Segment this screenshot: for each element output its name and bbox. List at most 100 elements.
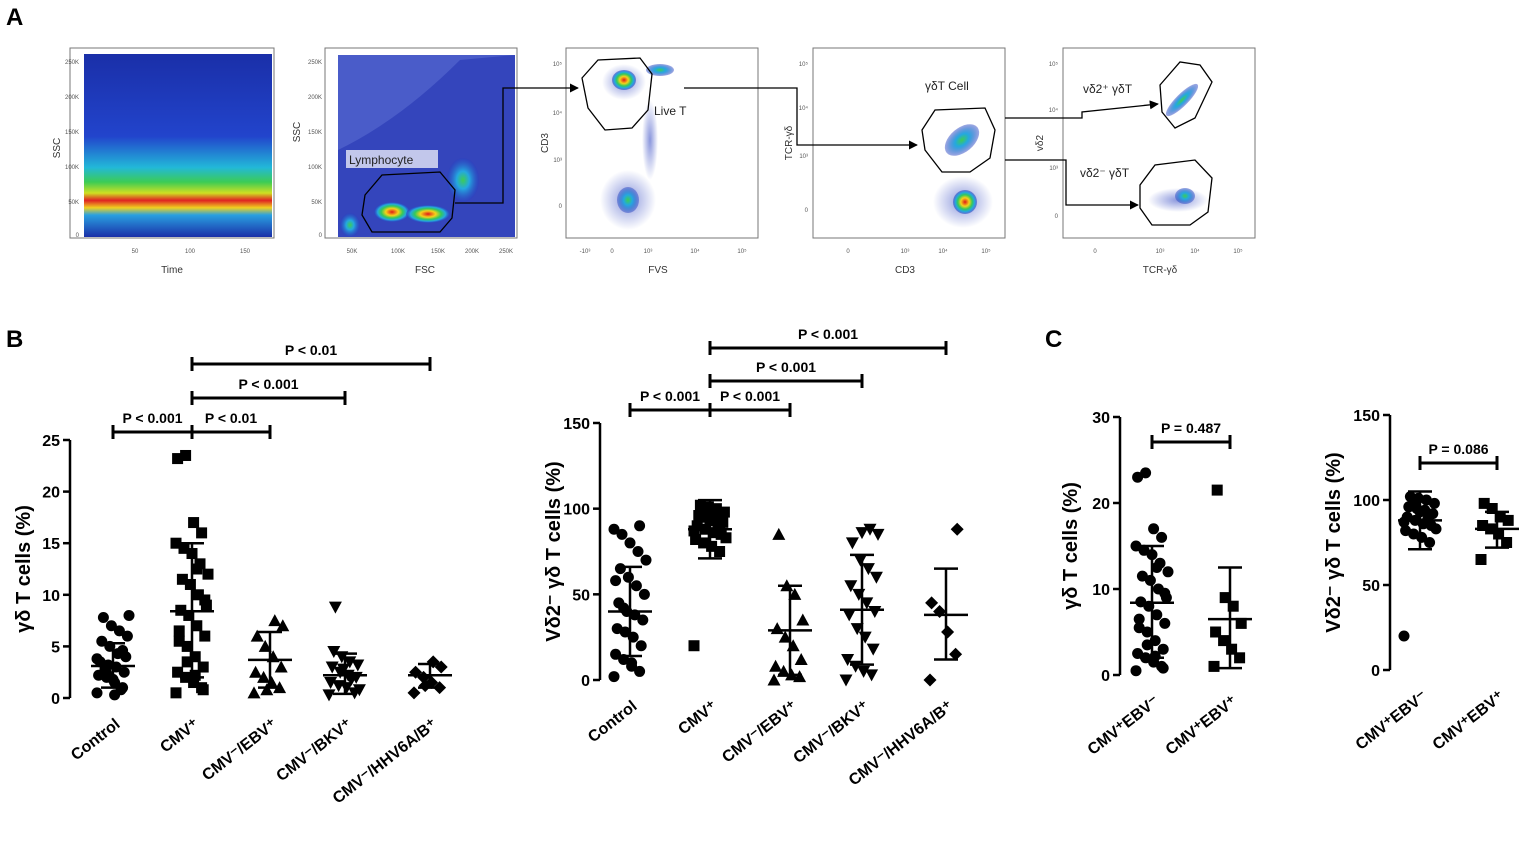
flow-5-xlabel: TCR-γδ xyxy=(1143,265,1178,276)
data-point xyxy=(178,542,190,554)
data-point xyxy=(1159,617,1171,629)
data-point xyxy=(1493,528,1505,540)
y-axis-label: Vδ2⁻ γδ T cells (%) xyxy=(1323,452,1345,632)
flow-4-xtick: 10⁴ xyxy=(938,248,948,255)
gate-label-lymphocyte: Lymphocyte xyxy=(349,153,414,167)
data-point xyxy=(841,653,855,666)
data-point xyxy=(1494,511,1506,523)
y-tick-label: 0 xyxy=(1101,668,1110,685)
data-point xyxy=(118,666,130,678)
data-point xyxy=(1404,491,1416,503)
data-point xyxy=(1226,643,1238,655)
data-point xyxy=(181,640,193,652)
data-point xyxy=(1475,554,1487,565)
data-point xyxy=(857,665,871,678)
data-point xyxy=(1501,537,1513,548)
flow-4-xlabel: CD3 xyxy=(895,265,915,276)
data-point xyxy=(268,614,282,627)
data-point xyxy=(344,673,358,686)
flow-4-xtick: 10³ xyxy=(901,249,910,255)
data-point xyxy=(632,546,644,557)
data-point xyxy=(714,546,726,557)
x-category-label: CMV⁺EBV⁻ xyxy=(1085,693,1163,759)
flow-5-xtick: 10⁴ xyxy=(1190,248,1200,255)
data-point xyxy=(622,571,634,583)
data-point xyxy=(690,534,702,546)
flow-2-xtick: 150K xyxy=(431,249,445,255)
y-tick-label: 5 xyxy=(51,639,60,656)
flow-2-xtick: 250K xyxy=(499,249,513,255)
p-value-label: P < 0.01 xyxy=(205,410,258,426)
data-point xyxy=(340,682,354,695)
flow-plot-2: Lymphocyte SSC FSC 50K 100K 150K 200K 25… xyxy=(292,47,518,276)
data-point xyxy=(184,578,196,590)
flow-3-ytick: 10³ xyxy=(553,158,562,164)
flow-3-xtick: 10³ xyxy=(644,249,653,255)
p-value-label: P < 0.001 xyxy=(122,410,182,426)
x-category-label: CMV⁻/EBV⁺ xyxy=(199,716,280,785)
data-point xyxy=(796,613,810,626)
flow-5-ylabel: vδ2 xyxy=(1035,135,1046,152)
data-point xyxy=(624,537,636,549)
flow-1-ylabel: SSC xyxy=(52,138,63,159)
y-axis-label: γδ T cells (%) xyxy=(1060,482,1082,610)
flow-1-xtick: 50 xyxy=(132,249,139,255)
data-point xyxy=(91,653,103,665)
data-point xyxy=(949,647,963,661)
data-point xyxy=(1430,523,1442,535)
data-point xyxy=(183,609,195,621)
data-point xyxy=(772,527,786,540)
gate-label-live-t: Live T xyxy=(654,104,687,118)
flow-5-xtick: 0 xyxy=(1093,249,1097,255)
data-point xyxy=(1132,648,1144,659)
flow-plot-1: SSC Time 50 100 150 250K 200K 150K 100K … xyxy=(52,47,275,276)
data-point xyxy=(610,648,622,660)
data-point xyxy=(1151,609,1163,621)
y-tick-label: 30 xyxy=(1092,410,1110,427)
p-value-label: P = 0.086 xyxy=(1428,441,1488,457)
flow-2-xtick: 200K xyxy=(465,249,479,255)
flow-4-ytick: 0 xyxy=(805,208,809,214)
flow-5-xtick: 10⁵ xyxy=(1233,248,1243,255)
data-point xyxy=(706,540,718,552)
data-point xyxy=(1151,562,1163,573)
p-value-label: P = 0.487 xyxy=(1161,420,1221,436)
flow-5-ytick: 0 xyxy=(1055,214,1059,220)
data-point xyxy=(850,623,864,636)
data-point xyxy=(274,660,288,673)
flow-3-ylabel: CD3 xyxy=(540,133,551,153)
data-point xyxy=(1157,643,1169,655)
flow-2-ytick: 200K xyxy=(308,95,322,101)
data-point xyxy=(845,537,859,550)
data-point xyxy=(196,527,208,539)
x-category-label: CMV⁻/EBV⁺ xyxy=(719,698,800,767)
data-point xyxy=(638,588,650,600)
data-point xyxy=(276,619,290,632)
data-point xyxy=(863,523,877,536)
data-point xyxy=(101,667,113,679)
data-point xyxy=(97,612,109,624)
flow-2-ytick: 50K xyxy=(311,200,322,206)
y-tick-label: 0 xyxy=(51,691,60,708)
flow-5-ytick: 10⁴ xyxy=(1049,107,1059,114)
data-point xyxy=(608,523,620,535)
p-value-label: P < 0.001 xyxy=(756,359,816,375)
data-point xyxy=(181,656,193,668)
x-category-label: CMV⁺EBV⁺ xyxy=(1163,693,1241,759)
y-tick-label: 150 xyxy=(563,416,590,433)
data-point xyxy=(698,537,710,549)
gating-arrows xyxy=(455,83,1159,210)
data-point xyxy=(634,520,646,532)
data-point xyxy=(117,645,129,657)
data-point xyxy=(328,601,342,614)
flow-3-xtick: -10³ xyxy=(580,249,591,255)
y-tick-label: 0 xyxy=(1371,663,1380,680)
data-point xyxy=(260,683,274,696)
data-point xyxy=(858,631,872,644)
p-value-label: P < 0.001 xyxy=(238,376,298,392)
x-category-label: CMV⁺ xyxy=(157,716,202,756)
data-point xyxy=(1400,525,1412,537)
data-point xyxy=(1136,570,1148,582)
flow-2-ytick: 150K xyxy=(308,130,322,136)
